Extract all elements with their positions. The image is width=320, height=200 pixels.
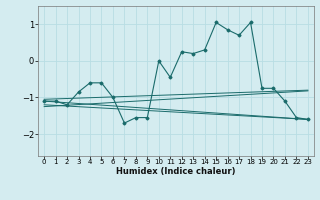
X-axis label: Humidex (Indice chaleur): Humidex (Indice chaleur) bbox=[116, 167, 236, 176]
